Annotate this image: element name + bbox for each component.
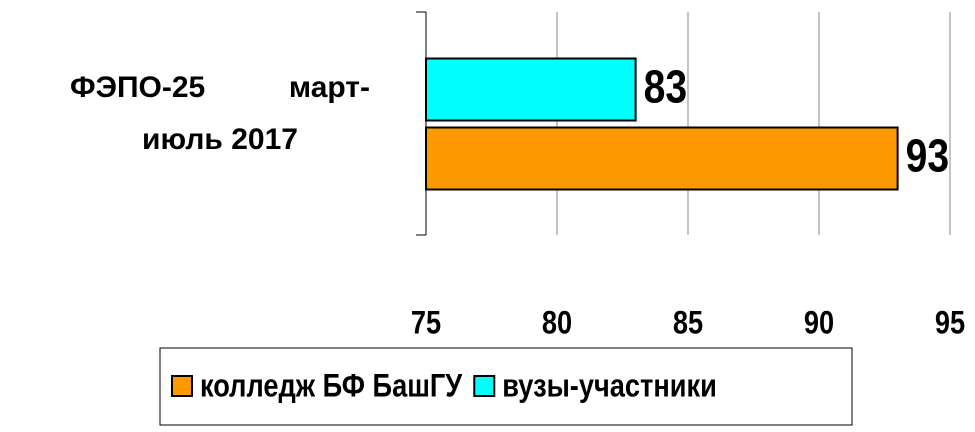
x-tick-label: 80 xyxy=(542,305,572,341)
value-label: 83 xyxy=(644,62,687,114)
category-label: ФЭПО-25 март-июль 2017 xyxy=(70,71,370,156)
x-tick-label: 95 xyxy=(935,305,965,341)
value-label: 93 xyxy=(906,131,949,183)
x-tick-label: 90 xyxy=(804,305,834,341)
legend-label: колледж БФ БашГУ xyxy=(200,368,463,404)
bar xyxy=(425,57,637,122)
x-tick-label: 75 xyxy=(411,305,441,341)
legend-swatch xyxy=(171,375,193,397)
bar xyxy=(425,126,899,191)
legend-box xyxy=(159,347,853,426)
x-tick-label: 85 xyxy=(673,305,703,341)
legend-label: вузы-участники xyxy=(502,368,717,404)
legend-swatch xyxy=(473,375,496,397)
